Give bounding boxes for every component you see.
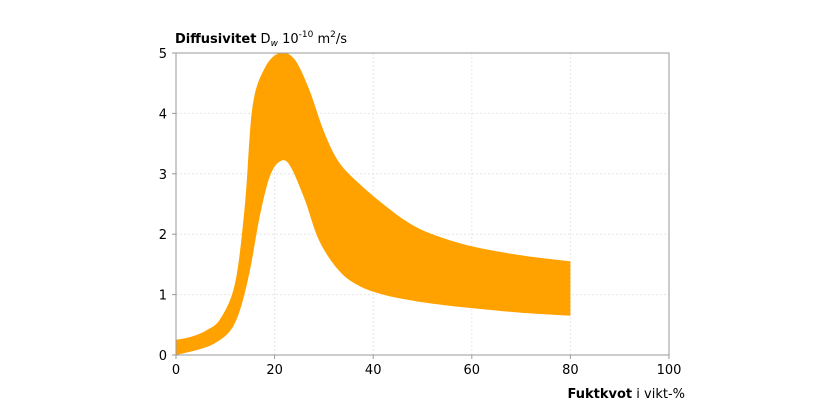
y-axis-ticks: 0 1 2 3 4 5	[159, 47, 176, 364]
moisture-diffusivity-band	[176, 52, 571, 355]
x-axis-label-bold: Fuktkvot	[568, 387, 633, 402]
x-axis-label-rest: i vikt-%	[632, 387, 685, 402]
y-axis-label-factor: 10	[282, 32, 299, 47]
plot-frame	[175, 52, 670, 356]
y-axis-label: Diffusivitet Dw 10-10 m2/s	[175, 30, 347, 49]
y-tick-label: 2	[159, 228, 167, 243]
x-axis-label: Fuktkvot i vikt-%	[568, 387, 685, 402]
y-axis-label-unit-exp: 2	[330, 30, 336, 40]
x-tick-label: 100	[657, 363, 682, 378]
y-axis-label-bold: Diffusivitet	[175, 32, 256, 47]
y-axis-label-unit-tail: /s	[336, 32, 347, 47]
x-axis-ticks: 0 20 40 60 80 100	[172, 355, 682, 378]
x-tick-label: 40	[365, 363, 382, 378]
y-tick-label: 0	[159, 349, 167, 364]
x-tick-label: 80	[562, 363, 579, 378]
x-tick-label: 60	[464, 363, 481, 378]
y-axis-label-symbol: D	[261, 32, 271, 47]
x-tick-label: 0	[172, 363, 180, 378]
x-tick-label: 20	[266, 363, 283, 378]
y-tick-label: 4	[159, 107, 167, 122]
y-axis-label-unit: m	[317, 32, 330, 47]
y-axis-label-symbol-sub: w	[271, 39, 279, 49]
y-tick-label: 1	[159, 289, 167, 304]
y-tick-label: 3	[159, 168, 167, 183]
y-tick-label: 5	[159, 47, 167, 62]
y-axis-label-factor-exp: -10	[299, 30, 314, 40]
